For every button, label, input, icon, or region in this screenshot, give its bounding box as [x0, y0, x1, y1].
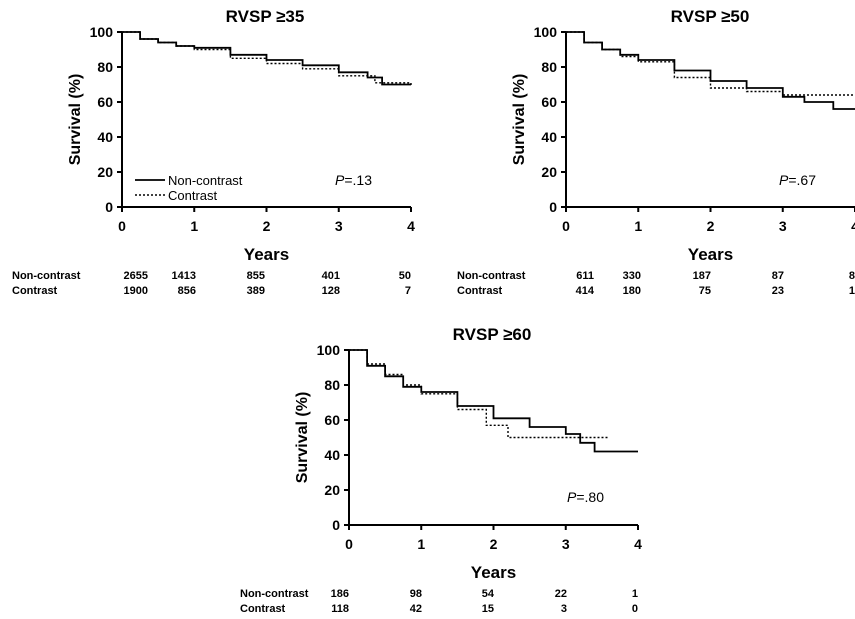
rvsp35-x-tick-label: 2 — [263, 218, 271, 234]
rvsp35-risk-value: 1413 — [172, 270, 196, 282]
rvsp60-risk-value: 186 — [331, 588, 349, 600]
rvsp35-legend-label-contrast: Contrast — [168, 188, 218, 203]
rvsp60-x-tick-label: 4 — [634, 536, 642, 552]
rvsp50-x-axis-label: Years — [688, 245, 733, 264]
rvsp60-y-tick-label: 80 — [324, 377, 340, 393]
rvsp35-risk-value: 856 — [178, 285, 196, 297]
rvsp35-x-tick-label: 0 — [118, 218, 126, 234]
rvsp60-series-non-contrast-line — [349, 349, 638, 453]
rvsp60-x-axis-label: Years — [471, 563, 516, 582]
rvsp35-y-axis-label: Survival (%) — [67, 74, 84, 166]
rvsp50-y-tick-label: 0 — [549, 199, 557, 215]
rvsp35-risk-value: 401 — [322, 270, 340, 282]
rvsp35-y-tick-label: 60 — [97, 94, 113, 110]
rvsp60-x-tick-label: 1 — [417, 536, 425, 552]
rvsp50-y-tick-label: 60 — [541, 94, 557, 110]
rvsp50-risk-value: 75 — [699, 285, 711, 297]
rvsp35-risk-value: 7 — [405, 285, 411, 297]
rvsp50-y-tick-label: 20 — [541, 164, 557, 180]
rvsp50-risk-value: 330 — [623, 270, 641, 282]
rvsp60-risk-value: 1 — [632, 588, 638, 600]
rvsp60-y-tick-label: 40 — [324, 447, 340, 463]
rvsp60-risk-value: 118 — [331, 603, 349, 615]
rvsp60-y-tick-label: 0 — [332, 517, 340, 533]
rvsp60-risk-value: 3 — [561, 603, 567, 615]
rvsp60-risk-value: 42 — [410, 603, 422, 615]
rvsp50-risk-value: 1 — [849, 285, 855, 297]
rvsp60-p-value-number: =.80 — [576, 489, 604, 505]
rvsp35-x-tick-label: 3 — [335, 218, 343, 234]
rvsp50-risk-value: 611 — [576, 270, 594, 282]
rvsp50-x-tick-label: 1 — [634, 218, 642, 234]
rvsp50-x-tick-label: 4 — [851, 218, 855, 234]
rvsp50-risk-value: 187 — [693, 270, 711, 282]
rvsp35-risk-value: 1900 — [124, 285, 148, 297]
rvsp60-risk-row-label: Non-contrast — [240, 588, 309, 600]
rvsp50-y-tick-label: 100 — [534, 24, 558, 40]
rvsp35-x-tick-label: 4 — [407, 218, 415, 234]
rvsp50-risk-value: 414 — [576, 285, 595, 297]
rvsp60-y-tick-label: 100 — [317, 342, 341, 358]
rvsp60-chart-title: RVSP ≥60 — [453, 325, 532, 344]
rvsp50-chart-title: RVSP ≥50 — [671, 7, 750, 26]
rvsp60-y-tick-label: 60 — [324, 412, 340, 428]
rvsp35-risk-value: 389 — [247, 285, 265, 297]
rvsp35-chart-title: RVSP ≥35 — [226, 7, 305, 26]
rvsp35-p-value-number: =.13 — [344, 172, 372, 188]
rvsp60-p-value: P=.80 — [567, 489, 604, 505]
rvsp35-p-value-prefix: P — [335, 172, 345, 188]
rvsp50-risk-row-label: Non-contrast — [457, 270, 526, 282]
rvsp50-y-axis-label: Survival (%) — [511, 74, 528, 166]
rvsp50-series-contrast-line — [566, 31, 855, 96]
rvsp35-risk-row-label: Contrast — [12, 285, 58, 297]
rvsp50-x-tick-label: 3 — [779, 218, 787, 234]
rvsp50-risk-value: 8 — [849, 270, 855, 282]
rvsp60-x-tick-label: 0 — [345, 536, 353, 552]
rvsp35-x-tick-label: 1 — [190, 218, 198, 234]
rvsp50-p-value: P=.67 — [779, 172, 816, 188]
rvsp50-y-tick-label: 80 — [541, 59, 557, 75]
rvsp35-series-non-contrast-line — [122, 31, 411, 86]
rvsp35-y-tick-label: 80 — [97, 59, 113, 75]
rvsp50-x-tick-label: 0 — [562, 218, 570, 234]
rvsp50-p-value-number: =.67 — [788, 172, 816, 188]
rvsp60-x-tick-label: 3 — [562, 536, 570, 552]
rvsp35-y-tick-label: 100 — [90, 24, 114, 40]
rvsp60-risk-value: 98 — [410, 588, 422, 600]
rvsp50-series-non-contrast-line — [566, 31, 855, 110]
rvsp50-p-value-prefix: P — [779, 172, 789, 188]
rvsp50-risk-value: 87 — [772, 270, 784, 282]
rvsp60-risk-value: 54 — [482, 588, 495, 600]
rvsp50-risk-value: 23 — [772, 285, 784, 297]
rvsp50-x-tick-label: 2 — [707, 218, 715, 234]
rvsp35-risk-value: 2655 — [124, 270, 148, 282]
rvsp35-p-value: P=.13 — [335, 172, 372, 188]
rvsp35-risk-value: 855 — [247, 270, 265, 282]
rvsp35-risk-value: 128 — [322, 285, 340, 297]
rvsp60-p-value-prefix: P — [567, 489, 577, 505]
rvsp35-y-tick-label: 40 — [97, 129, 113, 145]
rvsp50-risk-value: 180 — [623, 285, 641, 297]
rvsp35-y-tick-label: 0 — [105, 199, 113, 215]
rvsp60-y-axis-label: Survival (%) — [294, 392, 311, 484]
rvsp50-risk-row-label: Contrast — [457, 285, 503, 297]
rvsp35-risk-row-label: Non-contrast — [12, 270, 81, 282]
rvsp35-y-tick-label: 20 — [97, 164, 113, 180]
rvsp35-risk-value: 50 — [399, 270, 411, 282]
rvsp60-risk-value: 15 — [482, 603, 494, 615]
rvsp35-legend-label-non-contrast: Non-contrast — [168, 173, 243, 188]
rvsp35-x-axis-label: Years — [244, 245, 289, 264]
rvsp60-y-tick-label: 20 — [324, 482, 340, 498]
rvsp35-series-contrast-line — [122, 31, 412, 87]
rvsp60-risk-value: 22 — [555, 588, 567, 600]
rvsp50-y-tick-label: 40 — [541, 129, 557, 145]
rvsp60-series-contrast-line — [349, 349, 610, 439]
rvsp60-x-tick-label: 2 — [490, 536, 498, 552]
rvsp60-risk-value: 0 — [632, 603, 638, 615]
rvsp60-risk-row-label: Contrast — [240, 603, 286, 615]
